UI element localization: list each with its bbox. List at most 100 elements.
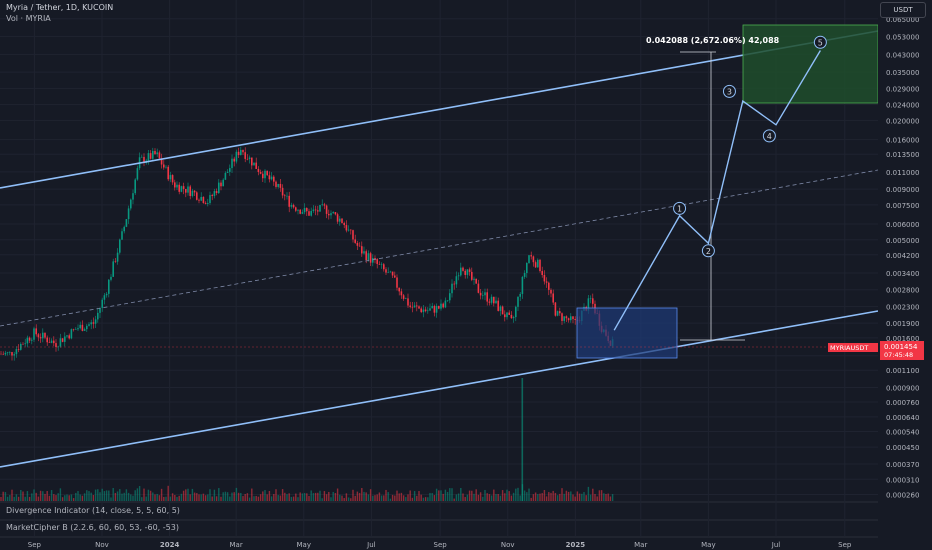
volume-bar	[611, 494, 614, 501]
volume-bar	[9, 495, 11, 501]
symbol-badge	[828, 343, 878, 352]
volume-bar	[240, 492, 242, 501]
x-tick-label: Nov	[501, 541, 515, 549]
volume-bar	[255, 495, 257, 501]
candle-body	[196, 192, 198, 200]
currency-button[interactable]: USDT	[880, 2, 926, 18]
volume-bar	[345, 493, 348, 501]
candle-body	[367, 253, 370, 261]
volume-bar	[576, 491, 579, 501]
channel-upper-line	[0, 30, 879, 189]
volume-bar	[398, 493, 400, 501]
volume-bar	[490, 495, 493, 501]
candle-body	[37, 334, 40, 338]
volume-bar	[592, 488, 594, 501]
candle-body	[31, 339, 33, 341]
candle-body	[39, 337, 42, 339]
volume-bar	[603, 493, 605, 501]
candle-body	[462, 267, 464, 271]
candle-body	[464, 270, 466, 275]
volume-bar	[534, 492, 537, 501]
candle-body	[259, 172, 262, 174]
x-tick-label: Nov	[95, 541, 109, 549]
volume-bar	[125, 489, 128, 501]
candle-body	[154, 150, 156, 155]
candle-body	[433, 305, 436, 313]
candle-body	[479, 292, 482, 296]
volume-bar	[328, 491, 330, 501]
candle-body	[6, 352, 9, 353]
volume-bar	[440, 490, 442, 501]
volume-bar	[229, 496, 231, 501]
divergence-indicator-label[interactable]: Divergence Indicator (14, close, 5, 5, 6…	[6, 506, 180, 515]
volume-bar	[556, 495, 559, 501]
candle-body	[407, 298, 409, 306]
volume-bar	[24, 496, 26, 501]
candle-body	[567, 318, 570, 321]
volume-bar	[565, 490, 568, 501]
candle-body	[207, 203, 209, 204]
candle-body	[248, 157, 251, 159]
candle-body	[301, 212, 304, 214]
measure-label: 0.042088 (2,672.06%) 42,088	[646, 36, 780, 45]
volume-bar	[330, 497, 332, 501]
volume-bar	[510, 495, 513, 501]
candle-body	[90, 322, 92, 325]
volume-bar	[416, 495, 418, 501]
volume-bar	[79, 494, 81, 501]
candle-body	[119, 239, 121, 253]
candle-body	[376, 259, 378, 264]
candle-body	[517, 296, 519, 307]
candle-body	[149, 153, 152, 159]
candle-body	[209, 195, 211, 204]
candle-body	[275, 181, 277, 187]
candle-body	[83, 329, 86, 331]
volume-bar	[77, 491, 79, 501]
volume-bar	[306, 493, 308, 501]
candle-body	[394, 275, 396, 278]
volume-bar	[515, 488, 517, 501]
candle-body	[226, 171, 229, 173]
candle-body	[486, 292, 488, 302]
volume-bar	[605, 493, 607, 501]
marketcipher-label[interactable]: MarketCipher B (2.2.6, 60, 60, 53, -60, …	[6, 523, 179, 532]
volume-bar	[528, 488, 530, 501]
volume-bar	[548, 492, 550, 501]
candle-body	[187, 186, 189, 193]
volume-bar	[543, 489, 546, 501]
volume-bar	[539, 493, 541, 501]
volume-bar	[123, 492, 125, 501]
volume-bar	[532, 494, 535, 501]
volume-bar	[570, 491, 572, 501]
volume-bar	[292, 496, 295, 501]
y-tick-label: 0.020000	[886, 117, 919, 125]
volume-bar	[310, 490, 312, 501]
volume-bar	[508, 491, 510, 501]
y-tick-label: 0.002300	[886, 304, 919, 312]
y-tick-label: 0.029000	[886, 85, 919, 93]
volume-bar	[110, 497, 112, 501]
candle-body	[240, 149, 242, 156]
candle-body	[365, 251, 367, 261]
candle-body	[116, 252, 119, 262]
volume-bar	[303, 493, 306, 501]
candle-body	[543, 274, 546, 282]
volume-bar	[400, 492, 403, 501]
candle-body	[356, 242, 359, 246]
volume-bar	[134, 490, 136, 501]
x-tick-label: Jul	[366, 541, 376, 549]
volume-bar	[482, 496, 484, 501]
y-tick-label: 0.000760	[886, 399, 919, 407]
volume-bar	[431, 493, 433, 501]
volume-bar	[211, 496, 213, 501]
x-tick-label: Sep	[434, 541, 448, 549]
y-tick-label: 0.006000	[886, 221, 919, 229]
candle-body	[292, 204, 295, 208]
candle-body	[48, 342, 51, 343]
volume-bar	[506, 489, 508, 501]
volume-bar	[350, 498, 352, 501]
candle-body	[26, 337, 29, 344]
candle-body	[264, 170, 266, 179]
volume-bar	[251, 488, 253, 501]
